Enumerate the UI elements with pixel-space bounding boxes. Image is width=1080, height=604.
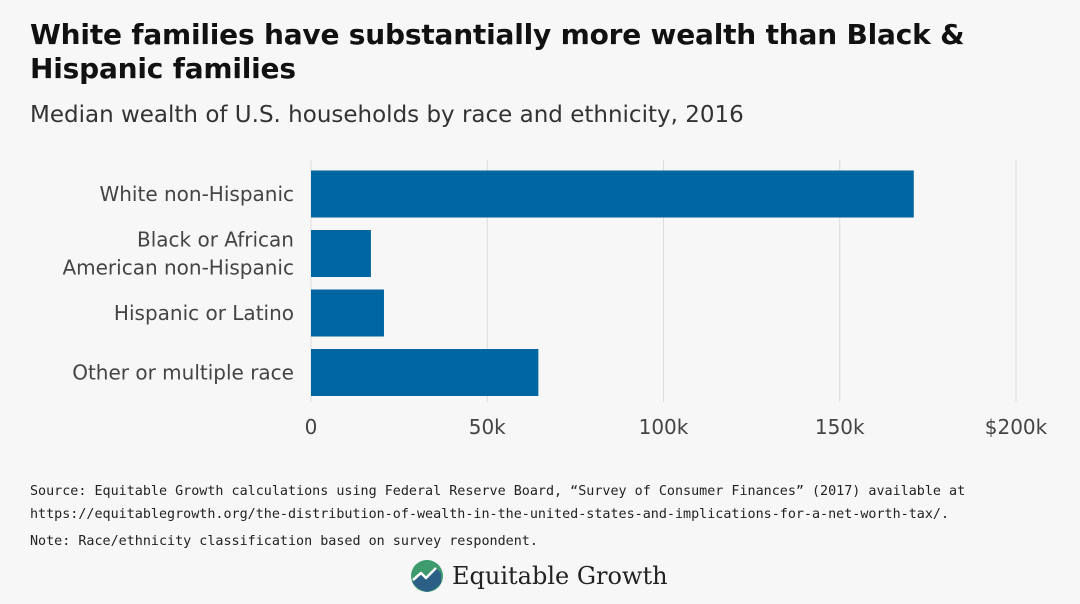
note-line: Note: Race/ethnicity classification base…	[30, 534, 538, 549]
bar	[311, 349, 539, 396]
category-label: White non-Hispanic	[99, 182, 294, 206]
source-line-1: Source: Equitable Growth calculations us…	[30, 484, 966, 499]
category-label: Black or African	[137, 228, 294, 252]
category-label: American non-Hispanic	[62, 256, 294, 280]
source-line-2: https://equitablegrowth.org/the-distribu…	[30, 507, 950, 522]
bar	[311, 289, 384, 337]
x-tick-label: 100k	[639, 415, 689, 439]
bar-chart: 0 50k 100k 150k $200k White non-Hispanic Black…	[62, 160, 1048, 439]
chart-subtitle: Median wealth of U.S. households by race…	[30, 102, 744, 128]
source-notes: Source: Equitable Growth calculations us…	[30, 480, 1060, 553]
x-tick-label: 0	[305, 415, 318, 439]
category-label: Hispanic or Latino	[114, 301, 294, 325]
x-tick-label: 150k	[815, 415, 865, 439]
category-label: Other or multiple race	[72, 361, 294, 385]
logo-text: Equitable Growth	[452, 562, 668, 590]
chart-title: White families have substantially more w…	[30, 18, 965, 85]
x-tick-label: 50k	[469, 415, 506, 439]
x-tick-label: $200k	[985, 415, 1048, 439]
bar	[311, 170, 914, 218]
brand-logo: Equitable Growth	[410, 556, 668, 596]
bar	[311, 230, 371, 277]
growth-chart-icon	[411, 560, 443, 592]
